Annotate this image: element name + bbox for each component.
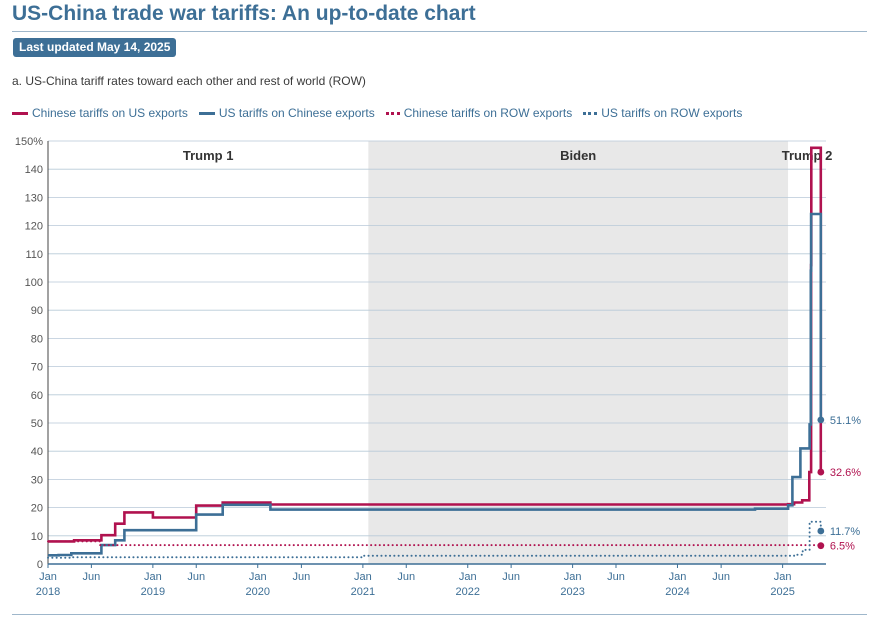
era-shade [368,141,789,564]
legend-swatch-dotted-red [385,111,400,115]
y-tick-label: 50 [31,418,43,430]
y-tick-label: 80 [31,333,43,345]
page-title: US-China trade war tariffs: An up-to-dat… [12,2,476,25]
y-tick-label: 130 [25,192,43,204]
legend-item-chinese-row: Chinese tariffs on ROW exports [385,106,573,120]
y-tick-label: 100 [25,277,43,289]
x-tick-label: Jan [249,571,267,583]
series-line [48,146,823,543]
x-tick-year: 2018 [36,586,60,598]
y-tick-label: 150% [15,136,43,148]
legend-swatch-solid-red [12,111,28,115]
x-tick-label: Jan [39,571,57,583]
series-end-label: 51.1% [830,415,861,427]
chart-subtitle: a. US-China tariff rates toward each oth… [12,74,366,88]
legend-item-us-row: US tariffs on ROW exports [583,106,742,120]
y-tick-label: 110 [25,249,43,261]
y-tick-label: 140 [25,164,43,176]
x-tick-year: 2023 [560,586,584,598]
series-line [48,212,823,557]
series-end-point [817,527,825,535]
x-tick-label: Jun [607,571,625,583]
x-tick-label: Jan [144,571,162,583]
x-tick-label: Jun [397,571,415,583]
legend-label: Chinese tariffs on US exports [32,106,188,120]
y-tick-label: 40 [31,446,43,458]
x-tick-label: Jun [83,571,101,583]
y-tick-label: 90 [31,305,43,317]
series-end-point [817,542,825,550]
legend-swatch-solid-blue [198,111,215,115]
x-tick-year: 2021 [351,586,375,598]
x-tick-label: Jun [502,571,520,583]
x-tick-label: Jan [459,571,477,583]
x-tick-label: Jun [293,571,311,583]
legend-label: Chinese tariffs on ROW exports [403,106,573,120]
y-tick-label: 70 [31,362,43,374]
x-tick-label: Jan [669,571,687,583]
series-end-label: 6.5% [830,541,855,553]
legend-item-us-chinese: US tariffs on Chinese exports [198,106,375,120]
x-tick-label: Jun [712,571,730,583]
y-tick-label: 10 [31,531,43,543]
chart-legend: Chinese tariffs on US exports US tariffs… [12,105,753,121]
x-tick-label: Jun [187,571,205,583]
legend-label: US tariffs on Chinese exports [218,106,375,120]
y-tick-label: 30 [31,474,43,486]
y-tick-label: 0 [37,559,43,571]
y-tick-label: 60 [31,390,43,402]
y-tick-label: 120 [25,221,43,233]
era-label: Biden [560,148,596,163]
x-tick-year: 2022 [455,586,479,598]
bottom-divider [12,614,867,615]
x-tick-year: 2019 [141,586,165,598]
era-label: Trump 1 [183,148,234,163]
series-end-point [817,416,825,424]
series-end-point [817,468,825,476]
series-end-label: 32.6% [830,467,861,479]
x-tick-year: 2024 [665,586,689,598]
series-line [47,520,822,559]
x-tick-label: Jan [774,571,792,583]
era-label: Trump 2 [782,148,833,163]
x-tick-year: 2020 [245,586,269,598]
series-end-label: 11.7% [830,526,861,538]
last-updated-badge: Last updated May 14, 2025 [13,38,177,57]
x-tick-label: Jan [564,571,582,583]
legend-item-chinese-us: Chinese tariffs on US exports [12,106,188,120]
series-line [47,540,822,547]
x-tick-year: 2025 [770,586,794,598]
legend-label: US tariffs on ROW exports [601,106,743,120]
legend-swatch-dotted-blue [583,111,598,115]
y-tick-label: 20 [31,503,43,515]
x-tick-label: Jan [354,571,372,583]
title-divider [12,31,867,32]
